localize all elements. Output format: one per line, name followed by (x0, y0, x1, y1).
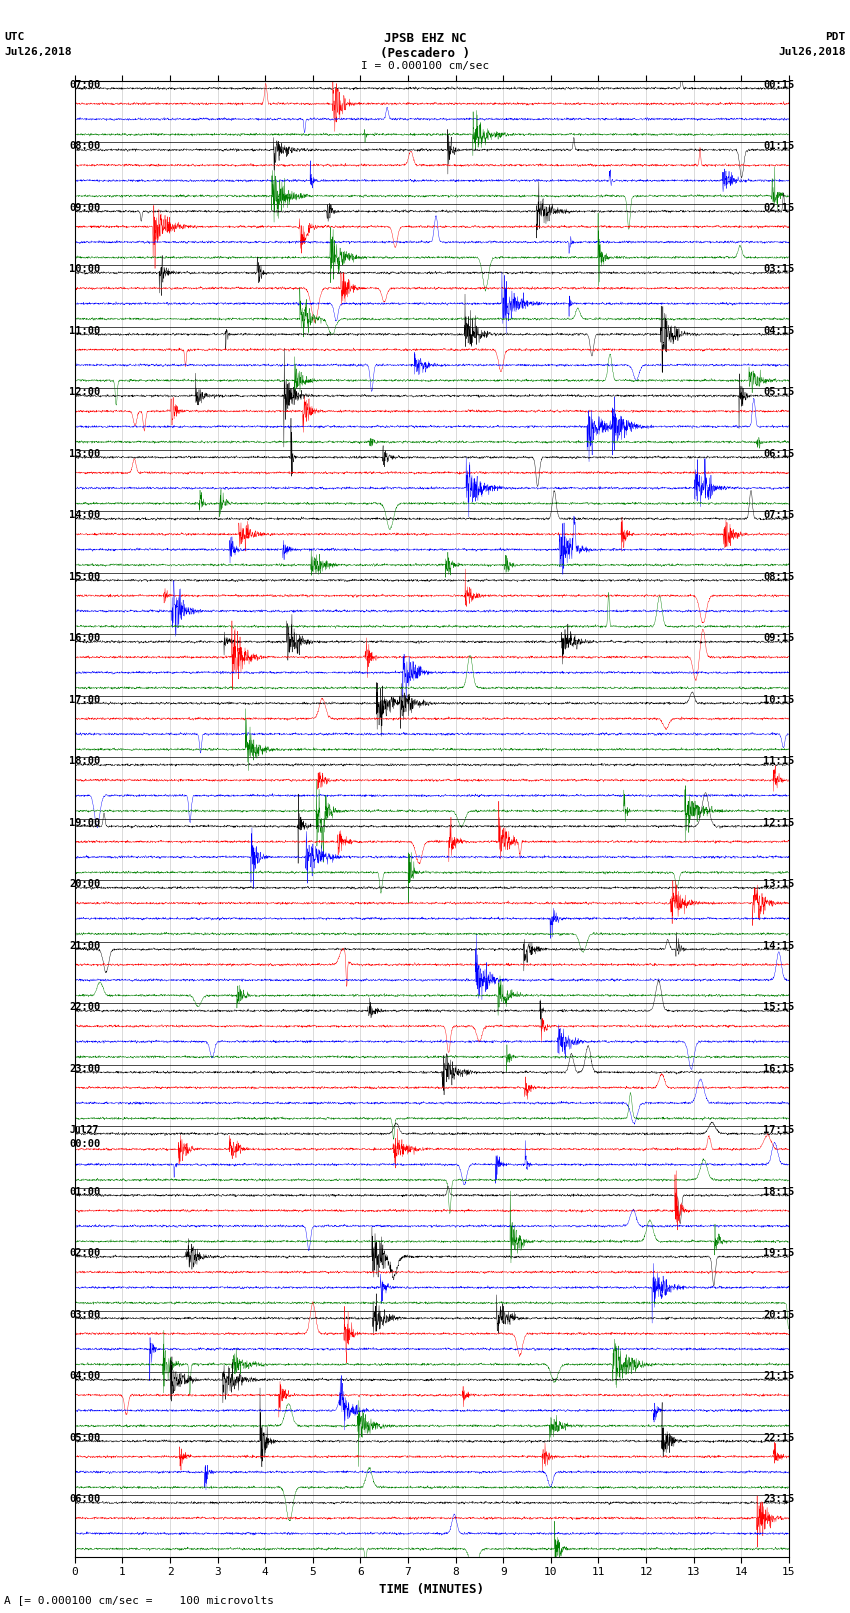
Text: 13:00: 13:00 (69, 448, 100, 458)
Text: 14:15: 14:15 (763, 940, 795, 950)
Text: 05:00: 05:00 (69, 1432, 100, 1442)
Text: Jul26,2018: Jul26,2018 (779, 47, 846, 56)
Text: 14:00: 14:00 (69, 510, 100, 521)
Text: 13:15: 13:15 (763, 879, 795, 889)
Text: 02:00: 02:00 (69, 1248, 100, 1258)
Text: Jul27: Jul27 (69, 1126, 99, 1136)
Text: 03:15: 03:15 (763, 265, 795, 274)
Text: 10:15: 10:15 (763, 695, 795, 705)
Text: A [= 0.000100 cm/sec =    100 microvolts: A [= 0.000100 cm/sec = 100 microvolts (4, 1595, 275, 1605)
Text: 15:15: 15:15 (763, 1002, 795, 1013)
Text: 03:00: 03:00 (69, 1310, 100, 1319)
Text: UTC: UTC (4, 32, 25, 42)
Text: 08:00: 08:00 (69, 142, 100, 152)
Text: I = 0.000100 cm/sec: I = 0.000100 cm/sec (361, 61, 489, 71)
Text: 12:15: 12:15 (763, 818, 795, 827)
Text: (Pescadero ): (Pescadero ) (380, 47, 470, 60)
Text: 21:00: 21:00 (69, 940, 100, 950)
Text: 08:15: 08:15 (763, 573, 795, 582)
Text: 18:15: 18:15 (763, 1187, 795, 1197)
Text: 23:15: 23:15 (763, 1494, 795, 1505)
Text: PDT: PDT (825, 32, 846, 42)
Text: 01:00: 01:00 (69, 1187, 100, 1197)
Text: 17:00: 17:00 (69, 695, 100, 705)
Text: 06:00: 06:00 (69, 1494, 100, 1505)
Text: 16:00: 16:00 (69, 634, 100, 644)
Text: 20:00: 20:00 (69, 879, 100, 889)
Text: Jul26,2018: Jul26,2018 (4, 47, 71, 56)
Text: 20:15: 20:15 (763, 1310, 795, 1319)
Text: 07:00: 07:00 (69, 81, 100, 90)
Text: 19:00: 19:00 (69, 818, 100, 827)
Text: 19:15: 19:15 (763, 1248, 795, 1258)
Text: 07:15: 07:15 (763, 510, 795, 521)
Text: 21:15: 21:15 (763, 1371, 795, 1381)
Text: 15:00: 15:00 (69, 573, 100, 582)
Text: JPSB EHZ NC: JPSB EHZ NC (383, 32, 467, 45)
Text: 04:15: 04:15 (763, 326, 795, 336)
Text: 04:00: 04:00 (69, 1371, 100, 1381)
Text: 01:15: 01:15 (763, 142, 795, 152)
Text: 22:15: 22:15 (763, 1432, 795, 1442)
Text: 11:15: 11:15 (763, 756, 795, 766)
Text: 22:00: 22:00 (69, 1002, 100, 1013)
Text: 18:00: 18:00 (69, 756, 100, 766)
Text: 09:00: 09:00 (69, 203, 100, 213)
Text: 02:15: 02:15 (763, 203, 795, 213)
Text: 00:15: 00:15 (763, 81, 795, 90)
Text: 05:15: 05:15 (763, 387, 795, 397)
Text: 17:15: 17:15 (763, 1126, 795, 1136)
X-axis label: TIME (MINUTES): TIME (MINUTES) (379, 1582, 484, 1595)
Text: 23:00: 23:00 (69, 1065, 100, 1074)
Text: 11:00: 11:00 (69, 326, 100, 336)
Text: 12:00: 12:00 (69, 387, 100, 397)
Text: 06:15: 06:15 (763, 448, 795, 458)
Text: 16:15: 16:15 (763, 1065, 795, 1074)
Text: 00:00: 00:00 (69, 1139, 100, 1148)
Text: 09:15: 09:15 (763, 634, 795, 644)
Text: 10:00: 10:00 (69, 265, 100, 274)
